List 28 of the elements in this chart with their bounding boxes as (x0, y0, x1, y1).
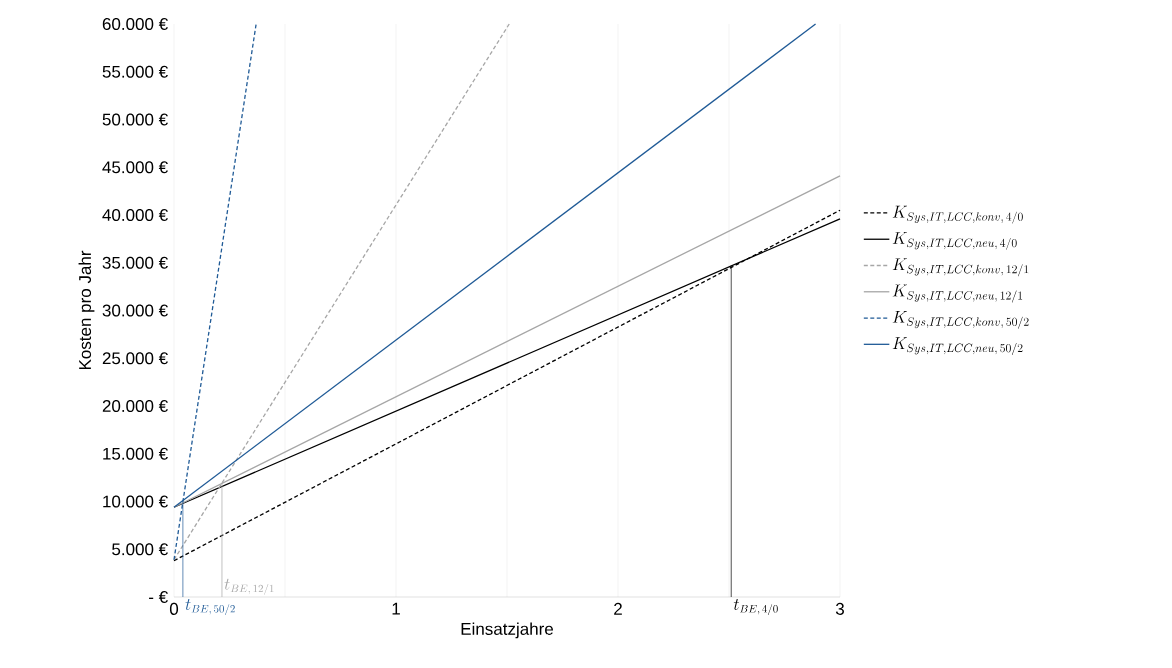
y-tick-label: 50.000 € (102, 113, 168, 126)
y-tick-label: 35.000 € (102, 256, 168, 269)
legend-label: $K_{Sys,IT,LCC,konv,\,4/0}$ (892, 205, 1023, 224)
y-tick-label: 15.000 € (103, 447, 168, 460)
legend-label: $K_{Sys,IT,LCC,konv,\,12/1}$ (892, 258, 1029, 277)
legend-label: $K_{Sys,IT,LCC,neu,\,4/0}$ (892, 232, 1017, 250)
y-tick-label: 10.000 € (103, 495, 168, 508)
y-tick-label: 55.000 € (102, 65, 168, 78)
y-tick-label: 60.000 € (102, 17, 168, 31)
annotation: $t_{BE,\,12/1}$ (224, 578, 274, 595)
legend-label: $K_{Sys,IT,LCC,neu,\,12/1}$ (892, 284, 1023, 303)
y-tick-label: 5.000 € (112, 543, 168, 556)
x-axis-title: Einsatzjahre (461, 622, 554, 639)
y-tick-label: 30.000 € (102, 304, 168, 317)
y-tick-label: 45.000 € (102, 161, 168, 174)
x-tick-label: 2 (614, 602, 622, 615)
y-axis-title: Kosten pro Jahr (78, 250, 95, 370)
x-tick-label: 0 (169, 602, 179, 615)
x-tick-label: 1 (392, 602, 400, 615)
annotation: $t_{BE,\,50/2}$ (185, 599, 235, 616)
y-tick-label: 40.000 € (102, 208, 168, 222)
y-tick-label: 25.000 € (102, 352, 168, 365)
y-tick-label: 20.000 € (102, 399, 168, 413)
annotation: $t_{BE,\,4/0}$ (733, 599, 778, 616)
legend-label: $K_{Sys,IT,LCC,neu,\,50/2}$ (892, 337, 1023, 355)
legend-label: $K_{Sys,IT,LCC,konv,\,50/2}$ (892, 310, 1029, 329)
y-tick-label: - € (149, 590, 168, 604)
x-tick-label: 3 (835, 602, 844, 615)
